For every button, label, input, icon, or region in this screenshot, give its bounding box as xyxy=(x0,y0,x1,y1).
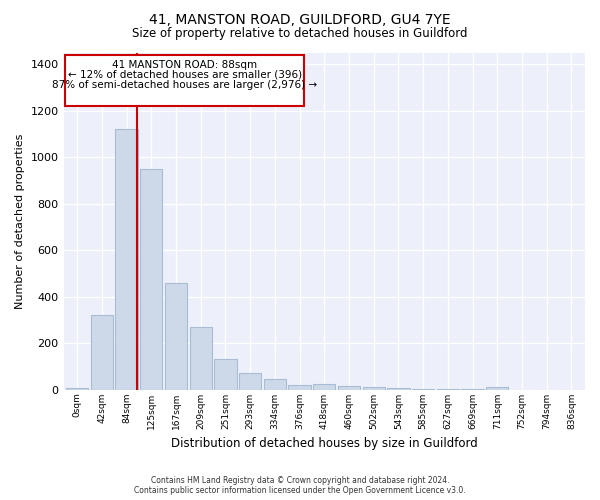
Bar xyxy=(91,315,113,390)
Bar xyxy=(338,386,360,390)
FancyBboxPatch shape xyxy=(65,55,304,106)
Bar xyxy=(190,327,212,390)
Bar xyxy=(165,282,187,390)
Bar xyxy=(437,389,459,390)
Text: 41, MANSTON ROAD, GUILDFORD, GU4 7YE: 41, MANSTON ROAD, GUILDFORD, GU4 7YE xyxy=(149,12,451,26)
Bar xyxy=(313,384,335,390)
Bar xyxy=(486,387,508,390)
Bar xyxy=(412,389,434,390)
Bar xyxy=(264,379,286,390)
Bar xyxy=(214,360,236,390)
Bar xyxy=(66,388,88,390)
Text: ← 12% of detached houses are smaller (396): ← 12% of detached houses are smaller (39… xyxy=(68,70,302,80)
Bar xyxy=(140,168,163,390)
Bar xyxy=(115,129,137,390)
Bar xyxy=(387,388,410,390)
Y-axis label: Number of detached properties: Number of detached properties xyxy=(15,134,25,308)
Text: 41 MANSTON ROAD: 88sqm: 41 MANSTON ROAD: 88sqm xyxy=(112,60,257,70)
Text: 87% of semi-detached houses are larger (2,976) →: 87% of semi-detached houses are larger (… xyxy=(52,80,317,90)
X-axis label: Distribution of detached houses by size in Guildford: Distribution of detached houses by size … xyxy=(171,437,478,450)
Text: Size of property relative to detached houses in Guildford: Size of property relative to detached ho… xyxy=(132,28,468,40)
Bar xyxy=(289,385,311,390)
Text: Contains HM Land Registry data © Crown copyright and database right 2024.
Contai: Contains HM Land Registry data © Crown c… xyxy=(134,476,466,495)
Bar xyxy=(362,386,385,390)
Bar xyxy=(239,373,261,390)
